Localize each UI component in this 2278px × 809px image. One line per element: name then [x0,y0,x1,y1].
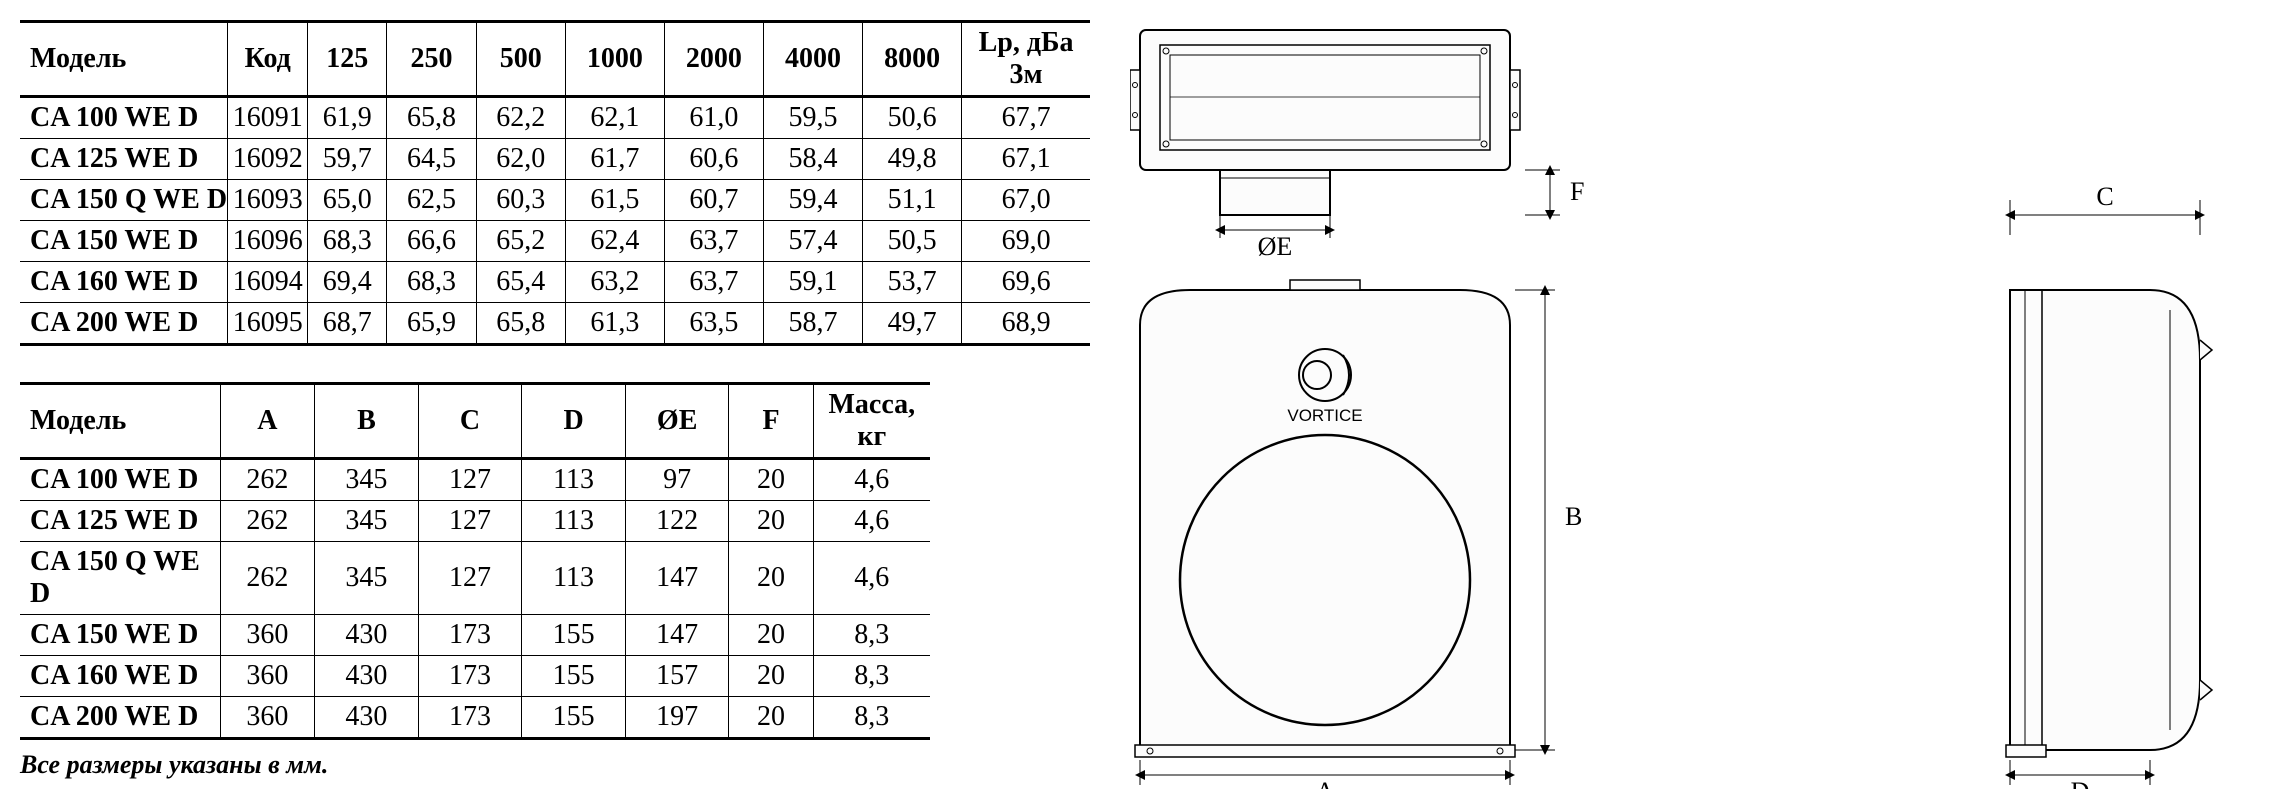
table-row: CA 200 WE D 360430 173155 19720 8,3 [20,697,930,739]
svg-text:VORTICE: VORTICE [1287,406,1362,425]
svg-text:D: D [2071,777,2090,789]
table-row: CA 160 WE D 1609469,4 68,365,4 63,263,7 … [20,262,1090,303]
footnote-text: Все размеры указаны в мм. [20,750,1090,780]
table-row: CA 160 WE D 360430 173155 15720 8,3 [20,656,930,697]
t2-h7: Масса, кг [813,384,930,459]
t1-h6: 2000 [664,22,763,97]
t1-h8: 8000 [863,22,962,97]
t1-h7: 4000 [763,22,862,97]
table-row: CA 125 WE D 1609259,7 64,562,0 61,760,6 … [20,139,1090,180]
table-row: CA 200 WE D 1609568,7 65,965,8 61,363,5 … [20,303,1090,345]
table-row: CA 150 Q WE D 262345 127113 14720 4,6 [20,542,930,615]
t2-h2: B [315,384,419,459]
technical-drawing: ØE F [1130,20,2258,789]
svg-text:ØE: ØE [1258,232,1293,261]
t2-h6: F [729,384,813,459]
dimensions-table: Модель A B C D ØE F Масса, кг CA 100 WE … [20,382,930,740]
sound-level-table: Модель Код 125 250 500 1000 2000 4000 80… [20,20,1090,346]
t2-h1: A [220,384,315,459]
table-row: CA 100 WE D 1609161,9 65,862,2 62,161,0 … [20,97,1090,139]
t1-h1: Код [228,22,308,97]
svg-text:F: F [1570,177,1584,206]
t1-h5: 1000 [565,22,664,97]
t1-h4: 500 [476,22,565,97]
table-row: CA 150 Q WE D 1609365,0 62,560,3 61,560,… [20,180,1090,221]
table-row: CA 125 WE D 262345 127113 12220 4,6 [20,501,930,542]
t1-h0: Модель [20,22,228,97]
svg-text:B: B [1565,502,1582,531]
svg-text:A: A [1316,777,1335,789]
t1-h9: Lp, дБа 3м [962,22,1090,97]
table-row: CA 150 WE D 1609668,3 66,665,2 62,463,7 … [20,221,1090,262]
t1-h2: 125 [308,22,387,97]
svg-text:C: C [2096,182,2113,211]
t2-h4: D [522,384,626,459]
t2-h3: C [418,384,522,459]
t2-h0: Модель [20,384,220,459]
t2-h5: ØE [625,384,729,459]
table-row: CA 100 WE D 262345 127113 9720 4,6 [20,459,930,501]
table-row: CA 150 WE D 360430 173155 14720 8,3 [20,615,930,656]
t1-h3: 250 [387,22,476,97]
